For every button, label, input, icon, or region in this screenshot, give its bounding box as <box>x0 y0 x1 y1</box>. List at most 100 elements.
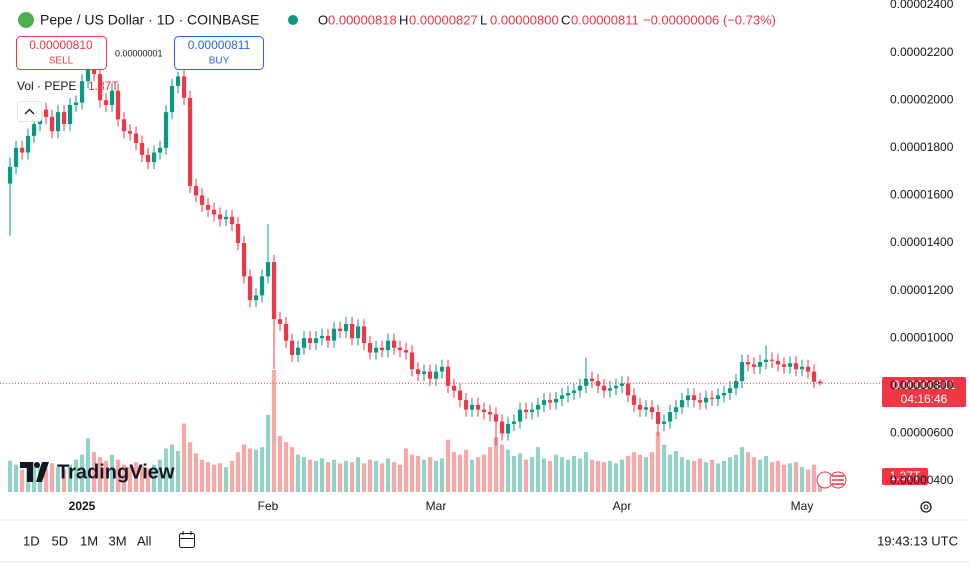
candle-body <box>337 328 343 332</box>
volume-bar <box>145 468 151 492</box>
collapse-icon <box>24 108 35 115</box>
candle-body <box>223 216 229 220</box>
candle-body <box>157 147 163 153</box>
y-tick-label: 0.00002000 <box>890 92 954 106</box>
candle-body <box>481 409 487 413</box>
y-tick-label: 0.00000600 <box>890 426 954 440</box>
candle-body <box>607 388 613 391</box>
ohlc-label: H <box>399 12 408 27</box>
candle-body <box>67 104 73 125</box>
volume-bar <box>607 460 613 492</box>
candle-body <box>385 340 391 351</box>
volume-bar <box>631 452 637 492</box>
candle-body <box>469 404 475 410</box>
candle-body <box>79 81 85 103</box>
candle-body <box>109 90 115 105</box>
volume-legend-label: Vol · PEPE <box>17 79 76 93</box>
volume-tag <box>882 468 928 485</box>
buy-price: 0.00000811 <box>188 38 251 52</box>
volume-bar <box>805 469 811 492</box>
volume-bar <box>505 449 511 492</box>
volume-bar <box>529 457 535 492</box>
volume-bar <box>487 447 493 492</box>
volume-bar <box>259 447 265 492</box>
symbol-title[interactable]: Pepe / US Dollar · 1D · COINBASE <box>40 12 259 28</box>
volume-bar <box>223 467 229 492</box>
range-button[interactable]: 5D <box>52 533 69 548</box>
volume-bar <box>601 462 607 492</box>
candle-body <box>529 409 535 413</box>
candle-body <box>367 342 373 353</box>
calendar-icon[interactable] <box>179 533 195 548</box>
candle-body <box>361 326 367 343</box>
candle-body <box>151 152 157 163</box>
volume-bar <box>295 454 301 492</box>
collapse-button[interactable] <box>17 101 42 122</box>
buy-button[interactable] <box>174 36 264 70</box>
y-tick-label: 0.00001400 <box>890 235 954 249</box>
ohlc-value: 0.00000818 <box>328 12 397 27</box>
candle-body <box>661 421 667 424</box>
candle-body <box>61 112 67 125</box>
candle-body <box>739 362 745 382</box>
volume-bar <box>211 464 217 492</box>
candle-body <box>523 409 529 413</box>
ohlc-values: O 0.00000818 H 0.00000827 L 0.00000800 C 0.0000… <box>318 12 639 27</box>
volume-bar <box>325 462 331 492</box>
volume-bar <box>757 459 763 492</box>
candle-body <box>709 397 715 399</box>
volume-bar <box>235 452 241 492</box>
candle-body <box>799 366 805 370</box>
candles <box>7 52 823 446</box>
candle-body <box>49 116 55 132</box>
volume-bar <box>337 463 343 492</box>
candle-body <box>235 223 241 244</box>
candle-body <box>283 323 289 341</box>
volume-bar <box>85 438 91 492</box>
candle-body <box>175 76 181 86</box>
candle-body <box>757 362 763 367</box>
volume-bar <box>97 457 103 492</box>
candle-body <box>241 243 247 277</box>
range-buttons: 1D 5D 1M 3M All <box>23 533 152 548</box>
candle-body <box>571 390 577 393</box>
candle-body <box>25 135 31 153</box>
volume-bar <box>13 464 19 492</box>
range-button[interactable]: 1D <box>23 533 40 548</box>
range-button[interactable]: 3M <box>109 533 127 548</box>
volume-bar <box>769 462 775 492</box>
range-button[interactable]: 1M <box>80 533 98 548</box>
candle-body <box>265 262 271 277</box>
y-tick-label: 0.00002400 <box>890 0 954 11</box>
candle-body <box>139 143 145 155</box>
volume-bar <box>397 464 403 492</box>
range-button[interactable]: All <box>137 533 152 548</box>
candle-body <box>649 407 655 413</box>
candle-body <box>379 347 385 351</box>
settings-icon[interactable] <box>920 501 932 513</box>
candle-body <box>397 347 403 351</box>
volume-bar <box>121 464 127 492</box>
volume-bar <box>61 469 67 492</box>
candle-body <box>559 395 565 399</box>
candle-body <box>673 407 679 413</box>
candle-body <box>31 124 37 136</box>
volume-bar <box>703 462 709 492</box>
volume-bar <box>475 457 481 492</box>
calendar-icon <box>179 531 195 539</box>
volume-bar <box>535 447 541 492</box>
candle-body <box>679 400 685 408</box>
candle-body <box>619 383 625 386</box>
volume-bar <box>19 469 25 492</box>
volume-bar <box>349 462 355 492</box>
candle-body <box>817 381 823 384</box>
sell-button[interactable] <box>16 36 107 70</box>
volume-bar <box>673 450 679 492</box>
volume-bar <box>763 455 769 492</box>
market-status[interactable] <box>288 15 298 25</box>
volume-bar <box>721 460 727 492</box>
candle-body <box>781 364 787 367</box>
candle-body <box>763 359 769 363</box>
candle-body <box>253 295 259 301</box>
candle-body <box>247 276 253 301</box>
